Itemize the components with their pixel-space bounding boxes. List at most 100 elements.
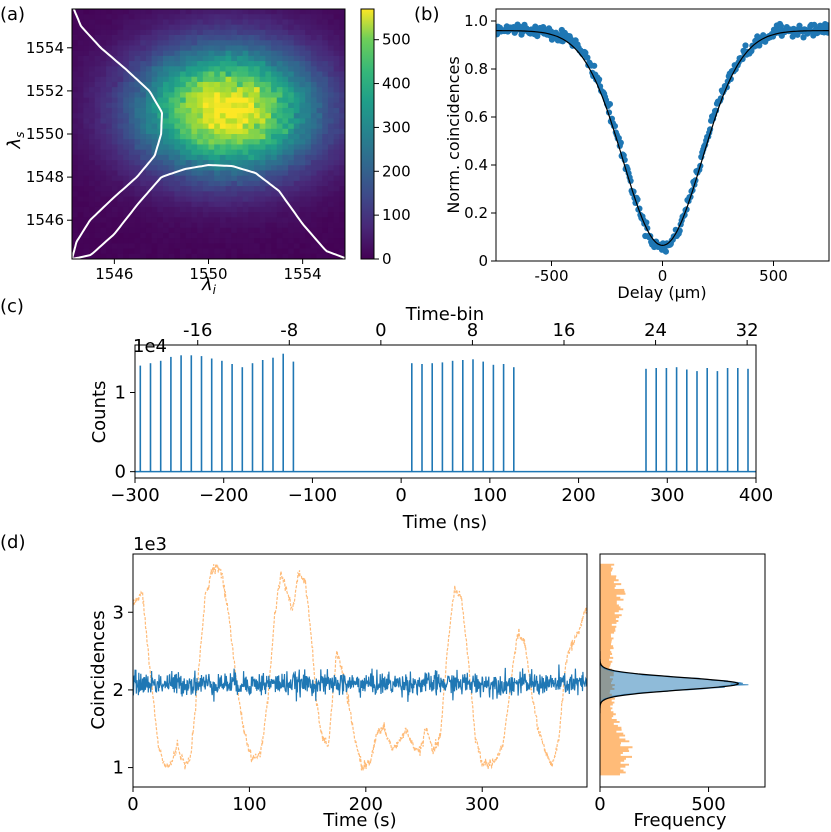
heatmap-cell xyxy=(106,45,113,52)
heatmap-cell xyxy=(282,186,289,192)
heatmap-cell xyxy=(236,35,244,41)
heatmap-cell xyxy=(157,180,164,187)
heatmap-cell xyxy=(271,24,278,31)
heatmap-cell xyxy=(327,232,335,239)
heatmap-cell xyxy=(282,24,289,31)
heatmap-cell xyxy=(259,232,266,239)
heatmap-cell xyxy=(310,113,317,119)
heatmap-cell xyxy=(288,87,295,93)
trace-x-ticks: 0 100 200 300 xyxy=(127,787,499,815)
heatmap-cell xyxy=(174,24,181,31)
heatmap-cell xyxy=(106,154,113,161)
heatmap-cell xyxy=(89,139,96,145)
heatmap-cell xyxy=(305,45,312,52)
heatmap-cell xyxy=(339,201,345,208)
heatmap-cell xyxy=(225,9,232,15)
heatmap-cell xyxy=(288,206,295,213)
heatmap-cell xyxy=(106,128,113,135)
heatmap-cell xyxy=(208,160,215,166)
heatmap-cell xyxy=(322,35,329,41)
heatmap-cell xyxy=(202,50,209,57)
heatmap-cell xyxy=(208,165,215,171)
heatmap-cell xyxy=(197,24,204,31)
heatmap-cell xyxy=(254,253,261,259)
heatmap-cell xyxy=(117,238,124,244)
heatmap-cell xyxy=(225,35,232,41)
heatmap-cell xyxy=(77,248,84,255)
heatmap-cell xyxy=(100,253,107,259)
heatmap-cell xyxy=(282,243,289,249)
heatmap-cell xyxy=(174,19,181,26)
heatmap-cell xyxy=(72,196,79,203)
heatmap-cell xyxy=(242,102,249,109)
heatmap-cell xyxy=(123,123,130,130)
heatmap-cell xyxy=(282,107,289,114)
heatmap-cell xyxy=(128,144,135,151)
heatmap-cell xyxy=(117,76,124,83)
heatmap-cell xyxy=(94,186,101,192)
heatmap-cell xyxy=(322,29,329,36)
heatmap-cell xyxy=(123,149,130,156)
heatmap-cell xyxy=(236,81,244,88)
heatmap-cell xyxy=(157,196,164,203)
heatmap-cell xyxy=(94,154,101,161)
heatmap-cell xyxy=(191,212,198,218)
heatmap-cell xyxy=(117,71,124,78)
heatmap-cell xyxy=(254,14,261,20)
heatmap-cell xyxy=(322,154,329,161)
heatmap-cell xyxy=(123,71,130,78)
heatmap-cell xyxy=(276,29,283,36)
heatmap-cell xyxy=(214,186,221,192)
heatmap-cell xyxy=(157,160,164,166)
heatmap-cell xyxy=(151,45,158,52)
heatmap-cell xyxy=(163,45,170,52)
heatmap-cell xyxy=(219,66,226,72)
heatmap-cell xyxy=(180,248,187,255)
heatmap-cell xyxy=(185,134,192,140)
heatmap-cell xyxy=(100,196,107,203)
heatmap-cell xyxy=(236,66,244,72)
heatmap-cell xyxy=(77,134,84,140)
heatmap-cell xyxy=(219,24,226,31)
heatmap-cell xyxy=(111,134,118,140)
heatmap-cell xyxy=(174,97,181,104)
heatmap-cell xyxy=(265,107,272,114)
heatmap-cell xyxy=(231,170,238,177)
heatmap-cell xyxy=(94,71,101,78)
heatmap-cell xyxy=(254,243,261,249)
heatmap-cell xyxy=(191,128,198,135)
heatmap-cell xyxy=(214,253,221,259)
heatmap-cell xyxy=(128,102,135,109)
heatmap-cell xyxy=(106,144,113,151)
heatmap-cell xyxy=(276,134,283,140)
heatmap-cell xyxy=(282,149,289,156)
heatmap-cell xyxy=(265,40,272,46)
heatmap-cell xyxy=(202,61,209,67)
heatmap-cell xyxy=(248,71,255,78)
heatmap-cell xyxy=(322,217,329,223)
heatmap-cell xyxy=(123,248,130,255)
heatmap-cell xyxy=(231,61,238,67)
heatmap-cell xyxy=(202,113,209,119)
heatmap-cell xyxy=(305,118,312,124)
heatmap-cell xyxy=(163,149,170,156)
heatmap-cell xyxy=(202,102,209,109)
heatmap-cell xyxy=(128,160,135,166)
heatmap-cell xyxy=(117,50,124,57)
heatmap-cell xyxy=(282,175,289,182)
heatmap-cell xyxy=(106,243,113,249)
colorbar-tick-label: 0 xyxy=(382,250,392,268)
heatmap-cell xyxy=(100,144,107,151)
heatmap-cell xyxy=(310,186,317,192)
heatmap-cell xyxy=(333,243,340,249)
heatmap-cell xyxy=(83,217,90,223)
heatmap-cell xyxy=(197,134,204,140)
heatmap-cell xyxy=(163,107,170,114)
heatmap-cell xyxy=(305,29,312,36)
heatmap-cell xyxy=(117,253,124,259)
heatmap-cell xyxy=(89,50,96,57)
time-bin-tick-label: 8 xyxy=(467,320,478,341)
heatmap-cell xyxy=(72,217,79,223)
heatmap-cell xyxy=(163,144,170,151)
heatmap-cell xyxy=(202,144,209,151)
